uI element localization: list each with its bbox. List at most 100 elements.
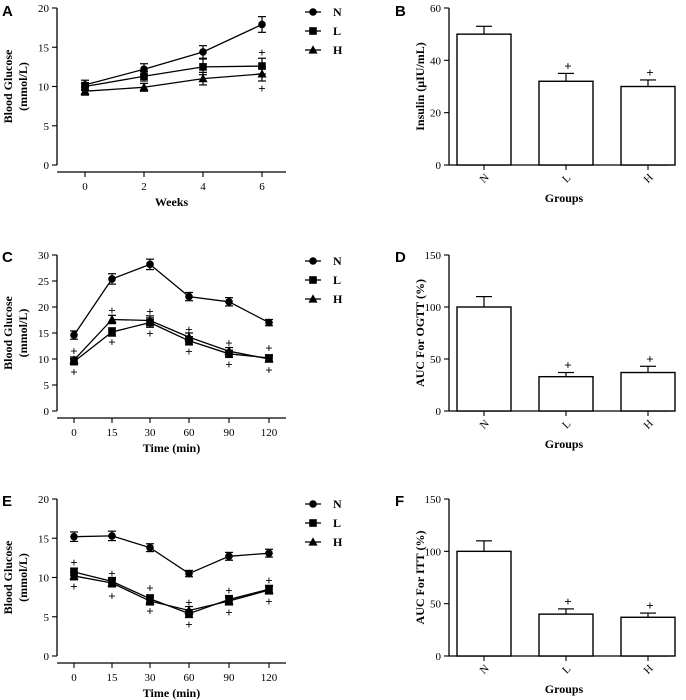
x-tick-label: H <box>642 663 656 677</box>
data-point-n <box>265 549 273 557</box>
panel-a: A 0 5 10 15 20 0 2 4 6 Weeks Blood Glucose (mmol/L) +… <box>1 3 343 209</box>
x-axis-label: Groups <box>545 682 584 696</box>
y-axis-label: Insulin (μIU/mL) <box>413 42 427 131</box>
significance-mark: + <box>225 335 232 350</box>
bar-group-n <box>456 296 512 412</box>
significance-mark: + <box>70 344 77 359</box>
y-tick-label: 10 <box>38 354 50 366</box>
significance-mark: + <box>70 555 77 570</box>
series-line-h <box>73 575 270 612</box>
significance-mark: + <box>265 362 272 377</box>
y-tick-label: 0 <box>44 160 50 172</box>
x-tick-label: 0 <box>71 672 77 684</box>
data-point-n <box>70 532 78 541</box>
series-line-h <box>84 73 263 92</box>
significance-mark: + <box>108 589 115 604</box>
data-point-l <box>108 328 116 336</box>
significance-mark: + <box>646 351 653 366</box>
legend-marker-n <box>309 8 317 16</box>
x-tick-label: 15 <box>107 672 119 684</box>
data-point-h <box>224 596 234 605</box>
x-tick-label: 2 <box>141 181 147 193</box>
panel-f: F 0 50 100 150 AUC For ITT (%) N + L + H Groups <box>395 493 676 696</box>
x-tick-label: 30 <box>145 672 157 684</box>
data-point-h <box>264 585 274 594</box>
y-axis-label-units: (mmol/L) <box>16 62 30 111</box>
data-point-n <box>185 569 193 578</box>
significance-mark: + <box>225 583 232 598</box>
legend: NLH <box>305 497 343 549</box>
x-tick-label: L <box>560 172 573 185</box>
y-tick-label: 20 <box>430 108 442 120</box>
x-tick-label: 120 <box>261 427 278 439</box>
significance-mark: + <box>185 322 192 337</box>
y-tick-label: 5 <box>44 380 50 392</box>
significance-mark: + <box>646 65 653 80</box>
bar-group-h: + <box>620 598 676 657</box>
y-tick-label: 60 <box>430 3 442 15</box>
y-tick-label: 5 <box>44 121 50 133</box>
y-tick-label: 50 <box>430 354 442 366</box>
legend-label: L <box>333 24 341 38</box>
data-point-h <box>145 315 155 325</box>
data-point-h <box>198 73 208 83</box>
legend-label: L <box>333 516 341 530</box>
bar-group-h: + <box>620 351 676 412</box>
x-axis-label: Weeks <box>155 195 189 209</box>
data-point-n <box>185 292 193 301</box>
x-axis-label: Groups <box>545 191 584 205</box>
series-l <box>70 317 273 366</box>
series-l <box>70 567 273 619</box>
y-tick-label: 0 <box>44 406 50 418</box>
data-point-l <box>140 72 148 81</box>
legend-marker-n <box>309 257 317 265</box>
data-point-n <box>146 543 154 552</box>
legend-marker-h <box>308 294 318 303</box>
data-point-h <box>139 82 149 91</box>
series-line-h <box>73 318 270 361</box>
data-point-l <box>258 62 266 70</box>
significance-mark: + <box>70 579 77 594</box>
series-l <box>81 57 266 92</box>
x-tick-label: H <box>642 172 656 186</box>
significance-mark: + <box>258 81 265 96</box>
legend-label: H <box>333 535 343 549</box>
significance-mark: + <box>146 603 153 618</box>
bar-n <box>456 550 512 657</box>
significance-mark: + <box>185 595 192 610</box>
legend-marker-l <box>309 276 317 284</box>
x-tick-label: 90 <box>224 672 236 684</box>
significance-mark: + <box>146 304 153 319</box>
x-tick-label: 15 <box>107 427 119 439</box>
y-tick-label: 0 <box>44 651 50 663</box>
significance-mark: + <box>70 364 77 379</box>
x-tick-label: 60 <box>184 427 196 439</box>
bar-group-l: + <box>538 594 594 657</box>
panel-letter: E <box>2 493 12 510</box>
series-n <box>81 16 266 91</box>
panel-b: B 0 20 40 60 Insulin (μIU/mL) N + L + H Groups <box>395 3 676 205</box>
series-line-n <box>84 23 263 86</box>
y-axis-label: AUC For OGTT (%) <box>413 279 427 387</box>
x-tick-label: 0 <box>82 181 88 193</box>
x-tick-label: 6 <box>259 181 265 193</box>
bar-l <box>538 80 594 166</box>
series-line-l <box>84 65 263 88</box>
legend-label: N <box>333 5 342 19</box>
panel-c: C 0 5 10 15 20 25 30 0 15 30 60 90 120 Time (min) Blood… <box>1 249 343 455</box>
bar-h <box>620 371 676 412</box>
series-h <box>80 66 267 96</box>
series-line-l <box>73 571 270 615</box>
legend-label: N <box>333 254 342 268</box>
y-tick-label: 15 <box>38 42 50 54</box>
bar-group-h: + <box>620 65 676 166</box>
data-point-h <box>184 605 194 615</box>
bar-group-n <box>456 540 512 657</box>
data-point-h <box>80 86 90 95</box>
y-tick-label: 40 <box>430 55 442 67</box>
y-tick-label: 0 <box>436 651 442 663</box>
significance-mark: + <box>146 581 153 596</box>
significance-mark: + <box>108 566 115 581</box>
series-line-n <box>73 263 270 336</box>
y-tick-label: 25 <box>38 276 50 288</box>
